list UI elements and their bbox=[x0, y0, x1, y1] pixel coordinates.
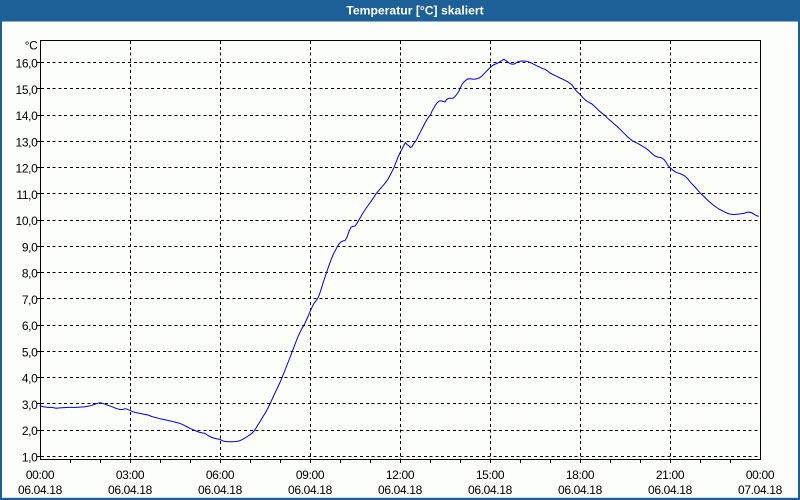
svg-text:18:00: 18:00 bbox=[566, 468, 595, 482]
svg-text:06.04.18: 06.04.18 bbox=[198, 483, 243, 497]
svg-text:06.04.18: 06.04.18 bbox=[468, 483, 513, 497]
svg-text:03:00: 03:00 bbox=[116, 468, 145, 482]
svg-text:06:00: 06:00 bbox=[206, 468, 235, 482]
svg-text:3,0: 3,0 bbox=[22, 398, 38, 412]
svg-text:2,0: 2,0 bbox=[22, 424, 38, 438]
svg-text:06.04.18: 06.04.18 bbox=[288, 483, 333, 497]
svg-text:07.04.18: 07.04.18 bbox=[738, 483, 783, 497]
svg-text:06.04.18: 06.04.18 bbox=[378, 483, 423, 497]
svg-text:°C: °C bbox=[25, 39, 38, 53]
svg-text:9,0: 9,0 bbox=[22, 240, 38, 254]
svg-text:06.04.18: 06.04.18 bbox=[648, 483, 693, 497]
svg-text:15,0: 15,0 bbox=[16, 83, 39, 97]
svg-text:12:00: 12:00 bbox=[386, 468, 415, 482]
svg-text:21:00: 21:00 bbox=[656, 468, 685, 482]
svg-text:1,0: 1,0 bbox=[22, 451, 38, 465]
svg-text:09:00: 09:00 bbox=[296, 468, 325, 482]
svg-text:06.04.18: 06.04.18 bbox=[558, 483, 603, 497]
svg-text:Temperatur [°C] skaliert: Temperatur [°C] skaliert bbox=[346, 4, 483, 18]
svg-text:6,0: 6,0 bbox=[22, 319, 38, 333]
svg-text:12,0: 12,0 bbox=[16, 162, 39, 176]
svg-text:8,0: 8,0 bbox=[22, 267, 38, 281]
svg-text:06.04.18: 06.04.18 bbox=[18, 483, 63, 497]
svg-text:5,0: 5,0 bbox=[22, 345, 38, 359]
svg-text:06.04.18: 06.04.18 bbox=[108, 483, 153, 497]
svg-text:16,0: 16,0 bbox=[16, 57, 39, 71]
svg-text:11,0: 11,0 bbox=[16, 188, 38, 202]
svg-text:10,0: 10,0 bbox=[16, 214, 39, 228]
svg-text:4,0: 4,0 bbox=[22, 372, 38, 386]
svg-text:7,0: 7,0 bbox=[22, 293, 38, 307]
svg-text:00:00: 00:00 bbox=[26, 468, 55, 482]
svg-text:13,0: 13,0 bbox=[16, 135, 39, 149]
svg-text:14,0: 14,0 bbox=[16, 109, 39, 123]
svg-text:00:00: 00:00 bbox=[746, 468, 775, 482]
svg-text:15:00: 15:00 bbox=[476, 468, 505, 482]
